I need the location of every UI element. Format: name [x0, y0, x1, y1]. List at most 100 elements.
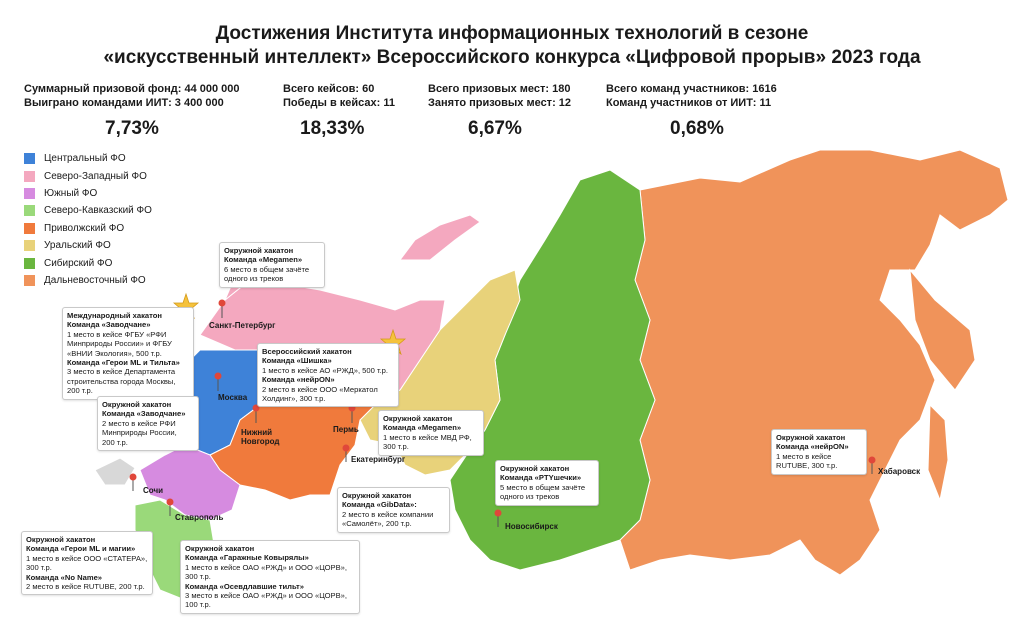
callout-line: 1 место в кейсе ОАО «РЖД» и ООО «ЦОРВ», [185, 562, 348, 572]
callout-line: Окружной хакатон [776, 433, 846, 442]
callout-line: 200 т.р. [102, 437, 128, 447]
callout-line: Команда «GibData»: [342, 500, 417, 510]
callout-line: Команда «Осевдлавшие тильт» [185, 581, 304, 591]
callout-line: Окружной хакатон [500, 464, 570, 473]
callout-line: 2 место в кейсе РФИ [102, 418, 176, 428]
pin-icon-moscow[interactable] [214, 372, 222, 392]
city-label-stav: Ставрополь [175, 513, 224, 522]
legend-label-ural: Уральский ФО [44, 240, 111, 252]
legend-item-northwest: Северо-Западный ФО [24, 167, 152, 184]
callout-perm: Окружной хакатон Команда «Megamen» 1 место… [378, 410, 484, 456]
callout-stav: Окружной хакатон Команда «Гаражные Ковыря… [180, 540, 360, 614]
stat-prize-fund-total: Суммарный призовой фонд: 44 000 000 [24, 83, 240, 95]
callout-line: 1 место в кейсе ООО «СТАТЕРА», [26, 553, 148, 563]
callout-line: 6 место в общем зачёте [224, 264, 310, 274]
callout-line: Окружной хакатон [185, 544, 255, 553]
legend-swatch-fareast [24, 274, 35, 286]
legend-item-fareast: Дальневосточный ФО [24, 272, 152, 289]
callout-line: строительства города Москвы, [67, 376, 176, 386]
legend-item-south: Южный ФО [24, 185, 152, 202]
city-label-nsk: Новосибирск [505, 522, 558, 531]
callout-line: 100 т.р. [185, 600, 211, 610]
title-line-1: Достижения Института информационных техн… [215, 23, 809, 44]
city-label-khab: Хабаровск [878, 467, 921, 476]
callout-line: Окружной хакатон [224, 246, 294, 255]
callout-line: 300 т.р. [383, 442, 409, 452]
callout-khab: Окружной хакатон Команда «нейрON» 1 место … [771, 429, 867, 475]
region-crimea [94, 457, 136, 486]
callout-spb: Окружной хакатон Команда «Megamen» 6 место… [219, 242, 325, 288]
callout-line: Команда «PTYшечки» [500, 473, 582, 483]
pct-teams: 0,68% [670, 118, 724, 139]
callout-moscow: Окружной хакатон Команда «Заводчане» 2 мес… [97, 396, 199, 452]
callout-nsk: Окружной хакатон Команда «PTYшечки» 5 мест… [495, 460, 599, 506]
callout-line: Команда «Гаражные Ковырялы» [185, 553, 309, 563]
pin-icon-ekb[interactable] [342, 444, 350, 463]
callout-line: 300 т.р. [26, 563, 52, 573]
callout-line: 2 место в кейсе компании [342, 509, 434, 519]
callout-line: Команда «нейрON» [776, 442, 849, 452]
callout-international: Международный хакатон Команда «Заводчане»… [62, 307, 194, 400]
legend-swatch-ncaucasus [24, 205, 35, 217]
callout-line: Международный хакатон [67, 311, 162, 320]
stat-cases: Всего кейсов: 60 Победы в кейсах: 11 [283, 82, 395, 110]
callout-line: 200 т.р. [67, 386, 93, 396]
callout-line: Окружной хакатон [383, 414, 453, 423]
stat-places: Всего призовых мест: 180 Занято призовых… [428, 82, 571, 110]
callout-line: 1 место в кейсе МВД РФ, [383, 432, 472, 442]
title-line-2: «искусственный интеллект» Всероссийского… [103, 47, 921, 68]
callout-line: Всероссийский хакатон [262, 347, 352, 356]
callout-line: Команда «Герои ML и Тильта» [67, 358, 180, 368]
legend-swatch-volga [24, 222, 35, 234]
callout-line: 5 место в общем зачёте [500, 482, 586, 492]
pin-icon-nsk[interactable] [494, 509, 502, 528]
callout-line: Команда «нейрON» [262, 375, 335, 385]
callout-line: 1 место в кейсе [776, 451, 832, 461]
city-label-spb: Санкт-Петербург [209, 321, 276, 330]
legend-item-siberia: Сибирский ФО [24, 254, 152, 271]
callout-line: Окружной хакатон [342, 491, 412, 500]
legend-label-fareast: Дальневосточный ФО [44, 274, 146, 286]
callout-line: 1 место в кейсе ФГБУ «РФИ [67, 329, 167, 339]
legend-label-ncaucasus: Северо-Кавказский ФО [44, 205, 152, 217]
callout-line: Команда «Заводчане» [102, 409, 186, 419]
legend-swatch-ural [24, 240, 35, 252]
callout-line: RUTUBE, 300 т.р. [776, 461, 838, 471]
legend-swatch-siberia [24, 257, 35, 269]
city-label-perm: Пермь [333, 425, 359, 434]
pin-icon-sochi[interactable] [129, 473, 137, 492]
pin-icon-stav[interactable] [166, 498, 174, 517]
legend-label-central: Центральный ФО [44, 153, 126, 165]
pin-icon-khab[interactable] [868, 456, 876, 475]
pct-places: 6,67% [468, 118, 522, 139]
callout-sochi: Окружной хакатон Команда «Герои ML и маги… [21, 531, 153, 596]
callout-line: Минприроды России, [102, 428, 177, 438]
legend-item-central: Центральный ФО [24, 150, 152, 167]
callout-line: 300 т.р. [185, 572, 211, 582]
pct-prize-fund: 7,73% [105, 118, 159, 139]
city-label-nnov: Нижний Новгород [241, 428, 280, 446]
legend-label-siberia: Сибирский ФО [44, 257, 113, 269]
city-label-sochi: Сочи [143, 486, 164, 495]
stat-teams-iit: Команд участников от ИИТ: 11 [606, 97, 772, 109]
stat-prize-fund-won: Выиграно командами ИИТ: 3 400 000 [24, 97, 224, 109]
callout-line: Холдинг», 300 т.р. [262, 394, 326, 404]
pin-icon-spb[interactable] [218, 299, 226, 319]
region-fareast-sakhalin [927, 403, 949, 502]
callout-line: Окружной хакатон [26, 535, 96, 544]
legend-swatch-central [24, 153, 35, 165]
callout-ekb: Окружной хакатон Команда «GibData»: 2 мест… [337, 487, 450, 533]
legend-label-volga: Приволжский ФО [44, 222, 125, 234]
stat-prize-fund: Суммарный призовой фонд: 44 000 000 Выиг… [24, 82, 240, 110]
pct-cases: 18,33% [300, 118, 365, 139]
callout-national: Всероссийский хакатон Команда «Шишка» 1 ме… [257, 343, 399, 408]
callout-line: 1 место в кейсе АО «РЖД», 500 т.р. [262, 365, 389, 375]
callout-line: Минприроды России» и ФГБУ [67, 339, 172, 349]
legend: Центральный ФО Северо-Западный ФО Южный … [24, 150, 152, 289]
stat-teams: Всего команд участников: 1616 Команд уча… [606, 82, 777, 110]
callout-line: «ВНИИ Экология», 500 т.р. [67, 348, 162, 358]
region-northwest-novaya-zemlya [399, 214, 481, 261]
callout-line: Команда «Заводчане» [67, 320, 151, 330]
callout-line: Команда «No Name» [26, 572, 103, 582]
legend-label-south: Южный ФО [44, 187, 98, 199]
